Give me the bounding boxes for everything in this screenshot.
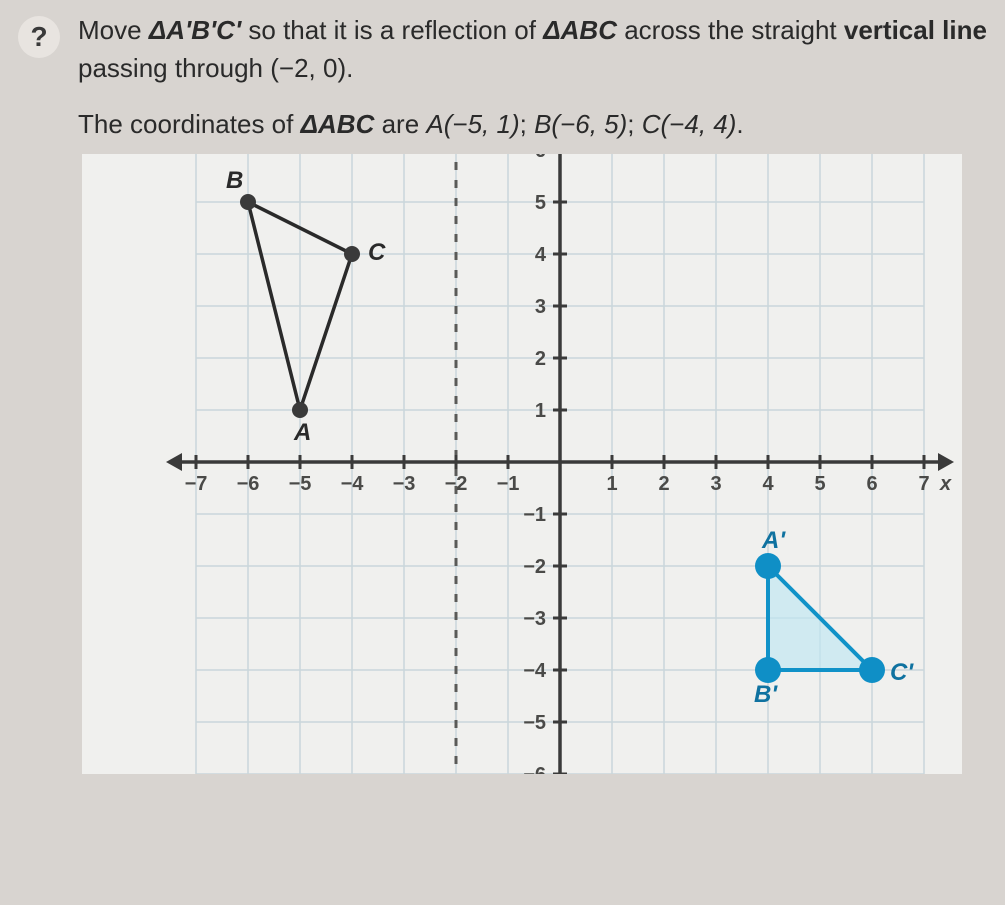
coord-C: C(−4, 4) [642,109,737,139]
coordinates-sentence: The coordinates of ΔABC are A(−5, 1); B(… [78,109,987,140]
svg-text:4: 4 [535,244,547,266]
triangle-prime-label: ΔA'B'C' [149,15,241,45]
page-container: ? Move ΔA'B'C' so that it is a reflectio… [0,0,1005,786]
content-area: Move ΔA'B'C' so that it is a reflection … [78,12,987,774]
svg-text:x: x [939,473,952,495]
coord-A: A(−5, 1) [426,109,519,139]
svg-text:2: 2 [658,473,669,495]
vertex-label-A-prime: A' [761,527,786,554]
svg-text:−5: −5 [289,473,312,495]
vertex-label-A: A [293,419,311,446]
svg-text:−6: −6 [237,473,260,495]
vertex-B [240,194,256,210]
svg-text:6: 6 [535,154,546,162]
graph-svg[interactable]: −7−6−5−4−3−2−11234567−6−5−4−3−2−1123456y… [82,154,962,774]
vertex-C-prime[interactable] [859,657,885,683]
prompt-text: passing through (−2, 0). [78,53,353,83]
vertical-line-bold: vertical line [844,15,987,45]
coord-B: B(−6, 5) [534,109,627,139]
svg-text:−2: −2 [523,556,546,578]
svg-text:4: 4 [762,473,774,495]
svg-text:−4: −4 [523,660,547,682]
vertex-label-B-prime: B' [754,681,778,708]
svg-text:1: 1 [535,400,546,422]
svg-text:2: 2 [535,348,546,370]
triangle-abc-label: ΔABC [543,15,617,45]
svg-text:5: 5 [535,192,546,214]
vertex-C [344,246,360,262]
prompt-text: Move [78,15,149,45]
help-icon[interactable]: ? [18,16,60,58]
vertex-A-prime[interactable] [755,553,781,579]
coords-sep: ; [627,109,641,139]
svg-text:−6: −6 [523,764,546,774]
svg-text:6: 6 [866,473,877,495]
svg-text:1: 1 [606,473,617,495]
svg-text:3: 3 [535,296,546,318]
svg-text:−1: −1 [523,504,546,526]
coords-prefix: The coordinates of [78,109,301,139]
coordinate-graph[interactable]: −7−6−5−4−3−2−11234567−6−5−4−3−2−1123456y… [82,154,962,774]
coords-sep: ; [520,109,534,139]
prompt-text: so that it is a reflection of [241,15,543,45]
vertex-label-B: B [226,167,243,194]
svg-text:−7: −7 [185,473,208,495]
svg-text:3: 3 [710,473,721,495]
svg-text:−5: −5 [523,712,546,734]
vertex-label-C-prime: C' [890,659,914,686]
svg-text:−1: −1 [497,473,520,495]
svg-text:5: 5 [814,473,825,495]
prompt-text: across the straight [617,15,844,45]
svg-text:−3: −3 [523,608,546,630]
svg-text:7: 7 [918,473,929,495]
svg-text:−2: −2 [445,473,468,495]
coords-mid: are [374,109,426,139]
vertex-A [292,402,308,418]
vertex-label-C: C [368,239,386,266]
svg-text:−3: −3 [393,473,416,495]
coords-end: . [736,109,743,139]
svg-text:−4: −4 [341,473,365,495]
vertex-B-prime[interactable] [755,657,781,683]
coords-tri: ΔABC [301,109,375,139]
question-prompt: Move ΔA'B'C' so that it is a reflection … [78,12,987,87]
